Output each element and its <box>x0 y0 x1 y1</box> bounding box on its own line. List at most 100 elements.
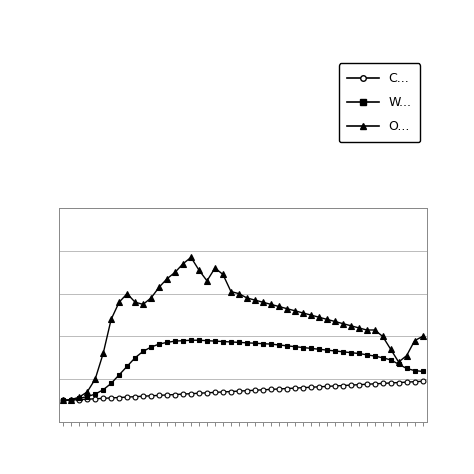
O... <box>412 338 418 344</box>
O... <box>84 389 90 395</box>
W... <box>268 341 273 347</box>
O... <box>124 291 130 297</box>
O... <box>324 317 329 322</box>
W... <box>292 344 298 349</box>
C... <box>188 391 194 397</box>
W... <box>60 398 66 403</box>
W... <box>196 337 202 343</box>
O... <box>252 297 258 303</box>
O... <box>100 351 106 356</box>
W... <box>76 395 82 401</box>
O... <box>180 261 186 266</box>
W... <box>180 338 186 344</box>
W... <box>396 361 401 367</box>
Line: W...: W... <box>61 338 425 403</box>
O... <box>300 310 306 316</box>
W... <box>420 369 426 374</box>
C... <box>140 393 146 399</box>
O... <box>420 334 426 339</box>
C... <box>404 379 410 385</box>
C... <box>300 385 306 391</box>
O... <box>332 319 337 324</box>
W... <box>212 338 218 344</box>
O... <box>388 346 393 352</box>
C... <box>348 382 354 388</box>
O... <box>92 376 98 382</box>
C... <box>252 387 258 393</box>
W... <box>188 337 194 343</box>
O... <box>284 306 290 311</box>
W... <box>276 342 282 348</box>
W... <box>412 368 418 374</box>
O... <box>348 323 354 328</box>
O... <box>156 284 162 290</box>
W... <box>340 349 346 355</box>
W... <box>220 339 226 345</box>
C... <box>109 395 114 401</box>
W... <box>164 339 170 345</box>
O... <box>172 269 178 275</box>
O... <box>372 327 377 333</box>
C... <box>308 384 314 390</box>
W... <box>356 351 362 356</box>
W... <box>364 352 370 357</box>
W... <box>324 347 329 353</box>
W... <box>260 341 266 346</box>
C... <box>228 389 234 394</box>
W... <box>92 391 98 397</box>
C... <box>180 391 186 397</box>
O... <box>292 308 298 314</box>
O... <box>340 321 346 327</box>
W... <box>372 353 377 359</box>
O... <box>236 291 242 297</box>
O... <box>220 272 226 277</box>
C... <box>220 389 226 395</box>
C... <box>132 394 138 400</box>
W... <box>124 364 130 369</box>
C... <box>156 392 162 398</box>
W... <box>404 365 410 371</box>
W... <box>284 343 290 349</box>
C... <box>332 383 337 389</box>
C... <box>60 398 66 403</box>
Legend: C..., W..., O...: C..., W..., O... <box>338 63 420 142</box>
Line: O...: O... <box>60 254 426 404</box>
W... <box>100 387 106 392</box>
O... <box>60 398 66 403</box>
O... <box>228 289 234 294</box>
C... <box>324 383 329 389</box>
C... <box>68 397 74 403</box>
Line: C...: C... <box>61 379 425 403</box>
W... <box>348 350 354 356</box>
W... <box>316 346 322 352</box>
O... <box>109 317 114 322</box>
W... <box>300 345 306 350</box>
C... <box>420 378 426 384</box>
C... <box>356 382 362 388</box>
C... <box>388 380 393 386</box>
W... <box>244 340 250 346</box>
C... <box>284 386 290 392</box>
O... <box>196 267 202 273</box>
O... <box>76 394 82 400</box>
C... <box>380 381 385 386</box>
C... <box>260 387 266 392</box>
O... <box>148 295 154 301</box>
C... <box>116 395 122 401</box>
W... <box>228 339 234 345</box>
C... <box>316 384 322 390</box>
C... <box>340 383 346 388</box>
W... <box>236 339 242 345</box>
O... <box>356 325 362 331</box>
W... <box>148 344 154 350</box>
C... <box>76 397 82 402</box>
O... <box>364 327 370 333</box>
W... <box>172 338 178 344</box>
O... <box>260 300 266 305</box>
C... <box>148 393 154 399</box>
O... <box>68 397 74 402</box>
W... <box>308 346 314 351</box>
W... <box>380 355 385 361</box>
W... <box>116 372 122 378</box>
O... <box>308 312 314 318</box>
